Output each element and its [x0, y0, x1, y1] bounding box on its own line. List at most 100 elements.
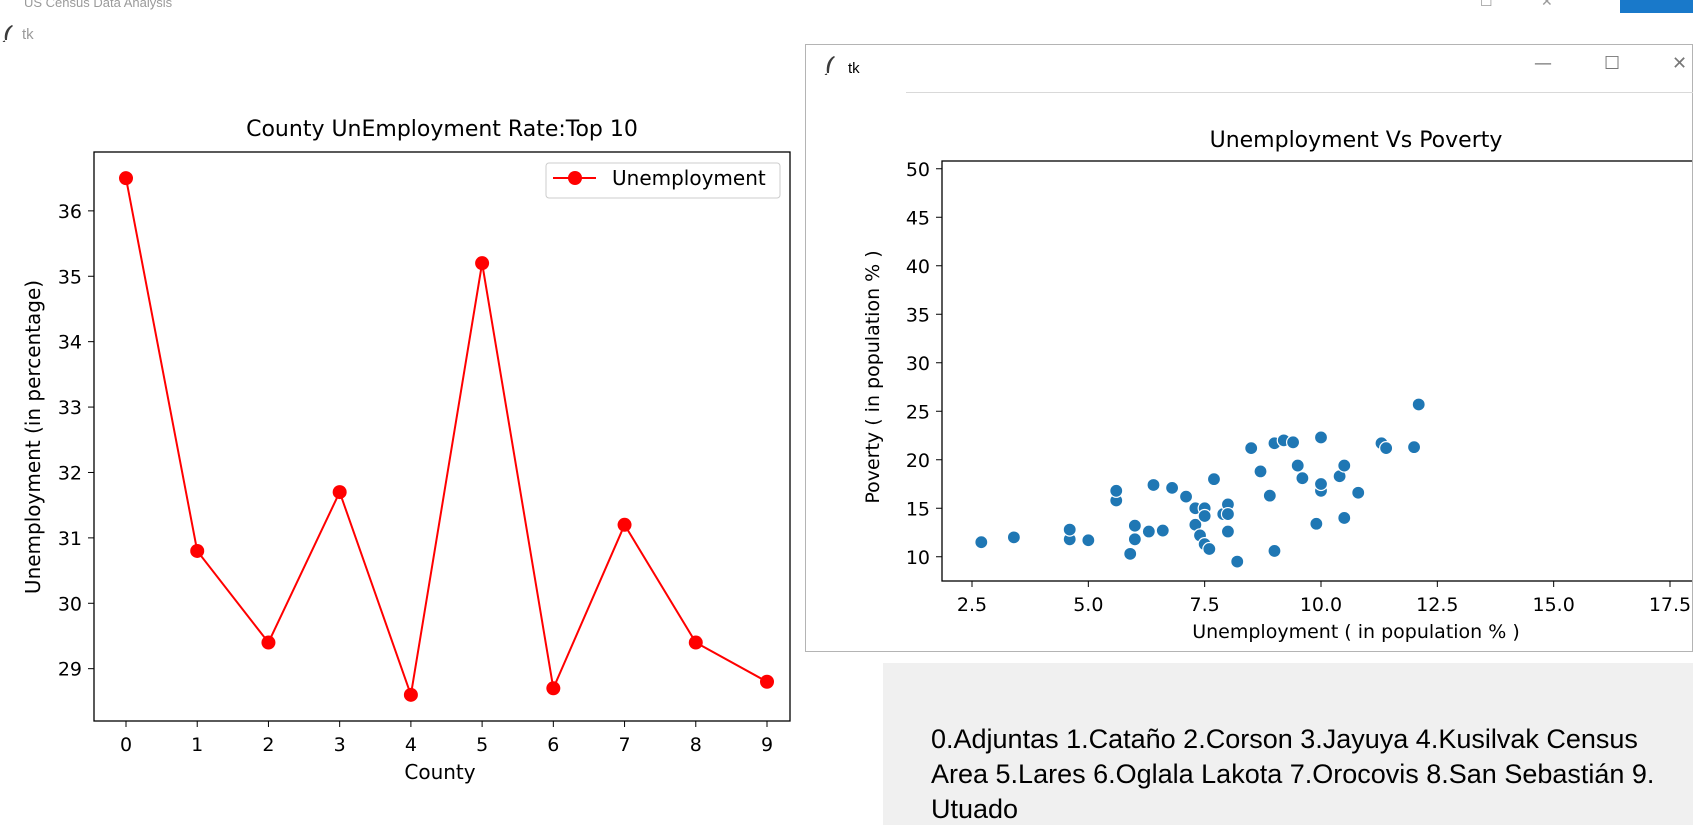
data-point: [617, 517, 632, 532]
y-tick-label: 30: [58, 593, 82, 615]
x-tick-label: 1: [191, 734, 203, 756]
scatter-point: [1337, 458, 1352, 473]
chart-title: Unemployment Vs Poverty: [1210, 128, 1503, 153]
scatter-point: [1313, 476, 1329, 492]
scatter-point: [1411, 397, 1426, 412]
y-tick-label: 29: [58, 659, 82, 681]
y-tick-label: 45: [906, 207, 930, 229]
y-tick-label: 32: [58, 462, 82, 484]
background-window-title: US Census Data Analysis: [24, 0, 173, 10]
y-tick-label: 33: [58, 397, 82, 419]
scatter-point: [1141, 524, 1156, 539]
tk-window-scatter: tk — ☐ ✕ Unemployment Vs Poverty 10 15 20 2…: [805, 44, 1693, 652]
plot-frame: [93, 151, 791, 722]
data-point: [119, 171, 133, 186]
scatter-point: [1230, 554, 1245, 569]
window-title: tk: [848, 60, 860, 77]
close-icon[interactable]: ✕: [1672, 53, 1688, 74]
background-window-titlebar: US Census Data Analysis ☐ ✕: [0, 0, 1693, 14]
data-point: [190, 543, 205, 558]
data-point: [546, 681, 561, 696]
data-point: [475, 256, 490, 271]
scatter-point: [1244, 441, 1259, 456]
y-tick-label: 35: [906, 304, 930, 326]
x-tick-label: 2: [262, 734, 274, 756]
scatter-point: [1220, 506, 1236, 522]
x-tick-label: 8: [690, 734, 702, 756]
x-tick-label: 10.0: [1300, 594, 1342, 616]
scatter-point: [1337, 510, 1352, 526]
county-legend-panel: [883, 663, 1693, 825]
data-point: [760, 674, 774, 689]
x-tick-label: 7: [619, 734, 631, 756]
scatter-point: [1406, 440, 1422, 455]
scatter-point: [1309, 516, 1324, 531]
data-point: [332, 485, 347, 500]
maximize-icon[interactable]: ☐: [1604, 53, 1621, 74]
x-tick-label: 5.0: [1073, 594, 1103, 616]
plot-frame: [941, 160, 1692, 582]
y-axis-label: Unemployment (in percentage): [21, 280, 45, 594]
x-tick-label: 4: [405, 734, 417, 756]
scatter-point: [1351, 485, 1366, 500]
unemployment-line-chart: County UnEmployment Rate:Top 10 29303132…: [21, 117, 791, 784]
y-tick-label: 34: [58, 332, 82, 354]
y-tick-label: 31: [58, 528, 82, 550]
scatter-point: [1062, 522, 1077, 537]
scatter-point: [1146, 477, 1161, 493]
series-line-unemployment: [125, 177, 768, 696]
x-tick-label: 17.5: [1649, 594, 1691, 616]
x-tick-label: 2.5: [957, 594, 987, 616]
unemployment-vs-poverty-scatter: Unemployment Vs Poverty 10 15 20 25 30 35 40 45…: [862, 128, 1692, 643]
tk-feather-icon: [824, 56, 835, 75]
maximize-icon[interactable]: ☐: [1480, 0, 1493, 10]
scatter-point: [1081, 533, 1096, 548]
data-point: [688, 635, 703, 650]
y-tick-label: 30: [906, 353, 930, 375]
scatter-point: [1178, 489, 1194, 504]
minimize-icon[interactable]: —: [1534, 53, 1552, 74]
x-tick-label: 3: [334, 734, 346, 756]
y-axis-label: Poverty ( in population % ): [862, 250, 884, 503]
y-tick-label: 40: [906, 256, 930, 278]
scatter-point: [1262, 488, 1277, 503]
data-point: [261, 635, 276, 650]
scatter-point: [1206, 472, 1222, 487]
close-icon[interactable]: ✕: [1541, 0, 1553, 10]
scatter-point: [1290, 458, 1305, 473]
scatter-point: [1109, 483, 1124, 498]
x-tick-label: 0: [120, 734, 132, 756]
scatter-point: [974, 535, 989, 550]
scatter-point: [1127, 532, 1142, 547]
scatter-point: [1155, 523, 1170, 538]
x-axis-label: Unemployment ( in population % ): [1192, 621, 1520, 643]
scatter-point: [1123, 546, 1138, 561]
window-title: tk: [22, 26, 34, 43]
scatter-point: [1220, 524, 1236, 539]
scatter-point: [1267, 543, 1282, 559]
y-tick-label: 50: [906, 159, 930, 181]
taskbar-highlight: [1620, 0, 1693, 13]
x-tick-label: 7.5: [1190, 594, 1220, 616]
legend-label-unemployment: Unemployment: [612, 166, 766, 190]
tk-feather-icon: [2, 25, 14, 42]
y-tick-label: 36: [58, 201, 82, 223]
scatter-point: [1295, 471, 1310, 486]
x-tick-label: 6: [547, 734, 559, 756]
y-tick-label: 10: [906, 547, 930, 569]
chart-title: County UnEmployment Rate:Top 10: [246, 117, 638, 142]
toolbar-separator: [906, 92, 1693, 93]
county-legend-text: 0.Adjuntas 1.Cataño 2.Corson 3.Jayuya 4.…: [931, 724, 1655, 824]
x-tick-label: 12.5: [1416, 594, 1458, 616]
scatter-point: [1197, 508, 1212, 524]
scatter-point: [1164, 480, 1180, 495]
scatter-point: [1285, 435, 1301, 450]
data-point: [403, 687, 418, 702]
scatter-point: [1313, 430, 1329, 445]
x-tick-label: 5: [476, 734, 488, 756]
chart-legend: Unemployment: [545, 162, 781, 199]
scatter-point: [1379, 441, 1394, 456]
scatter-point: [1253, 464, 1268, 479]
y-tick-label: 15: [906, 498, 930, 520]
scatter-point: [1006, 530, 1021, 545]
